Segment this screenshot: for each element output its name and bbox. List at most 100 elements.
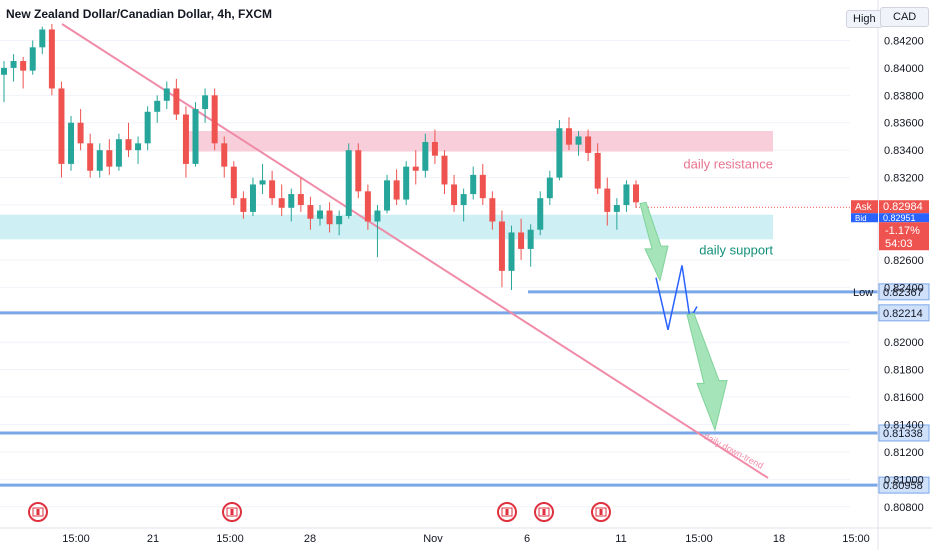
bar-countdown: 54:03: [885, 238, 913, 250]
candle-body: [498, 221, 505, 271]
price-tick-label: 0.81000: [884, 474, 924, 486]
canada-flag-icon[interactable]: [222, 502, 242, 522]
candle-body: [144, 111, 151, 144]
candle-body: [345, 150, 352, 217]
candle-body: [163, 88, 170, 101]
candle-body: [460, 194, 467, 206]
candle-body: [623, 184, 630, 206]
candle-body: [259, 180, 266, 185]
projection[interactable]: [639, 201, 728, 432]
event-icons[interactable]: [28, 502, 611, 522]
change-percent: -1.17%: [885, 225, 920, 237]
time-tick-label: 15:00: [216, 533, 244, 545]
candle-body: [633, 184, 639, 203]
candle-body: [604, 188, 611, 212]
price-tick-label: 0.80800: [884, 502, 924, 514]
candle-body: [87, 143, 94, 171]
candle-body: [508, 232, 515, 271]
candle-body: [565, 128, 572, 145]
time-axis[interactable]: 15:00 21 15:00 28 Nov 6 11 15:00 18 15:00: [0, 527, 932, 545]
horizontal-levels[interactable]: 0.82367 Low 0.82214 0.81338 0.80958: [0, 283, 930, 494]
projection-arrow: [686, 312, 728, 432]
candle-body: [585, 136, 592, 153]
candle-body: [192, 109, 199, 164]
candle-body: [317, 210, 323, 219]
candle-body: [202, 95, 209, 110]
candle-body: [412, 166, 419, 171]
price-tick-label: 0.81800: [884, 365, 924, 377]
candle-body: [154, 100, 161, 112]
level-name-label: Low: [853, 287, 873, 299]
candle-body: [29, 47, 36, 71]
candle-body: [96, 150, 103, 171]
candle-body: [278, 198, 285, 208]
price-tick-label: 0.82000: [884, 337, 924, 349]
time-tick-label: 15:00: [842, 533, 870, 545]
flag-leaf: [505, 509, 509, 515]
candle-body: [230, 166, 237, 199]
canada-flag-icon[interactable]: [28, 502, 48, 522]
candle-body: [527, 229, 534, 249]
projection-arrow: [639, 201, 669, 282]
price-tick-label: 0.83800: [884, 90, 924, 102]
change-badge: [879, 222, 929, 251]
candles: [1, 24, 850, 291]
chart-title: New Zealand Dollar/Canadian Dollar, 4h, …: [6, 7, 273, 21]
time-tick-label: 18: [773, 533, 785, 545]
price-tick-label: 0.84000: [884, 63, 924, 75]
flag-leaf: [599, 509, 603, 515]
candle-body: [106, 150, 113, 167]
time-tick-label: 28: [304, 533, 316, 545]
candle-body: [10, 61, 17, 68]
candle-body: [441, 155, 448, 185]
zone-resistance: [183, 130, 773, 152]
ask-label: Ask: [855, 202, 873, 213]
candle-body: [39, 29, 46, 48]
candle-body: [68, 122, 75, 164]
price-tick-label: 0.81200: [884, 447, 924, 459]
candle-body: [431, 141, 438, 156]
candle-body: [537, 198, 544, 230]
candle-body: [58, 88, 65, 164]
candle-body: [115, 139, 122, 167]
bid-badge: [851, 213, 878, 223]
candle-body: [48, 29, 55, 89]
candle-body: [173, 88, 180, 115]
candle-body: [575, 136, 582, 145]
level-price-tag: [878, 424, 930, 442]
candle-body: [249, 184, 256, 212]
candle-body: [518, 232, 525, 249]
price-tick-label: 0.83400: [884, 145, 924, 157]
currency-button[interactable]: CAD: [880, 7, 930, 27]
candle-body: [451, 184, 458, 206]
level-price-label: 0.82214: [883, 308, 923, 320]
high-button[interactable]: High: [846, 10, 883, 28]
candle-body: [422, 141, 429, 171]
level-price-tag: [878, 304, 930, 322]
candle-body: [1, 67, 7, 75]
canada-flag-icon[interactable]: [534, 502, 554, 522]
candle-body: [479, 174, 486, 199]
candle-body: [594, 152, 601, 189]
price-tick-label: 0.81400: [884, 419, 924, 431]
canada-flag-icon[interactable]: [591, 502, 611, 522]
candle-body: [211, 95, 218, 144]
bid-label: Bid: [855, 214, 867, 223]
ask-badge: [851, 200, 878, 214]
time-tick-label: 21: [147, 533, 159, 545]
zone-label: daily support: [699, 242, 773, 257]
candle-body: [240, 198, 247, 212]
candle-body: [546, 177, 553, 199]
level-price-label: 0.80958: [883, 480, 923, 492]
trendline-line[interactable]: [61, 23, 769, 479]
canada-flag-icon[interactable]: [497, 502, 517, 522]
grid: [0, 39, 850, 508]
candle-body: [135, 143, 142, 151]
level-price-tag: [878, 283, 930, 301]
price-axis[interactable]: 0.84200 0.84000 0.83800 0.83600 0.83400 0.832…: [851, 0, 929, 550]
candle-body: [77, 122, 84, 144]
candle-body: [20, 61, 27, 71]
time-tick-label: Nov: [423, 533, 443, 545]
